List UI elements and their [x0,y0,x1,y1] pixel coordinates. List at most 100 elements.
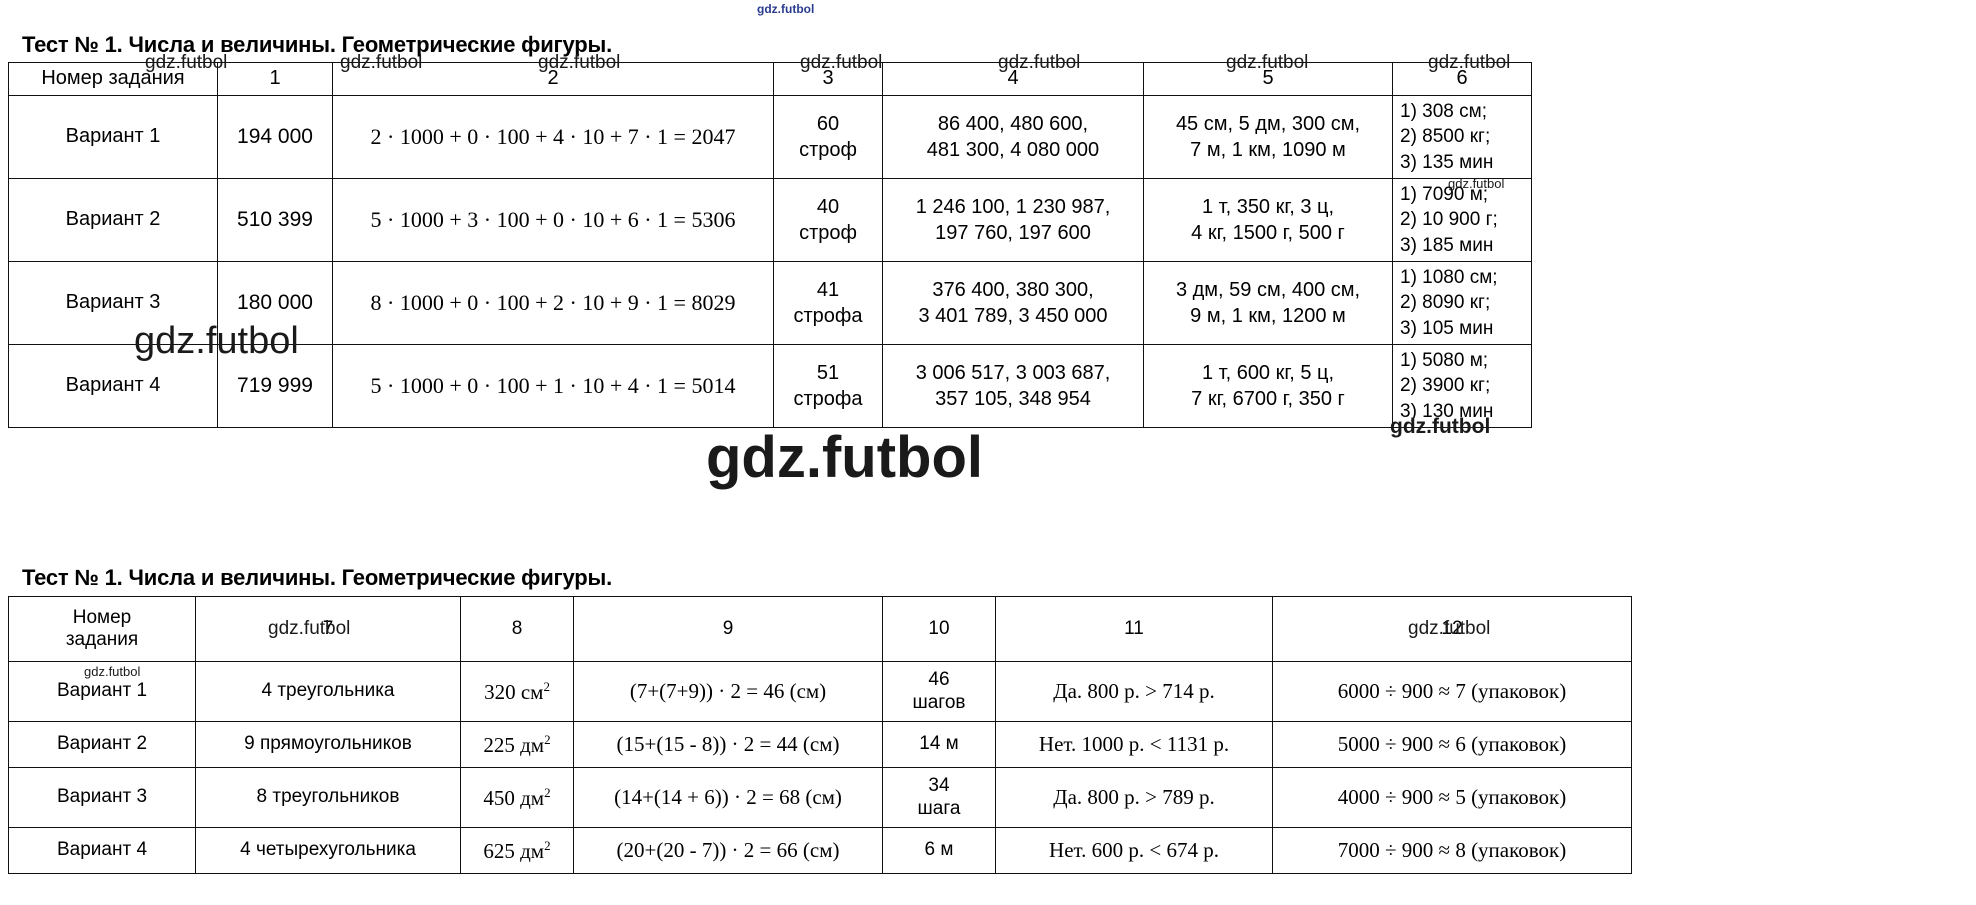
cell-task-7: 4 четырехугольника [195,827,461,874]
cell-task-10-line-1: 34 [928,775,950,797]
cell-task-8-exponent: 2 [544,784,551,800]
cell-task-10-line-2: шага [917,797,961,819]
cell-task-8-value: 225 дм [483,732,545,757]
cell-task-11: Да. 800 р. > 714 р. [995,661,1273,722]
cell-task-5: 1 т, 350 кг, 3 ц, 4 кг, 1500 г, 500 г [1143,178,1393,262]
cell-task-2: 5 · 1000 + 0 · 100 + 1 · 10 + 4 · 1 = 50… [332,344,774,428]
cell-task-5-line-2: 7 м, 1 км, 1090 м [1190,139,1346,161]
watermark-text: gdz.futbol [757,2,815,16]
cell-task-8-value: 450 дм [483,785,545,810]
watermark-text: gdz.futbol [706,425,984,490]
header-cell-3: 3 [773,62,883,96]
cell-task-2: 2 · 1000 + 0 · 100 + 4 · 10 + 7 · 1 = 20… [332,95,774,179]
cell-task-7: 8 треугольников [195,767,461,828]
cell-task-5-line-1: 45 см, 5 дм, 300 см, [1175,113,1361,135]
cell-task-6-line-1: 1) 1080 см; [1400,267,1498,289]
cell-task-8: 625 дм2 [460,827,574,874]
cell-task-6-line-2: 2) 3900 кг; [1400,375,1491,397]
cell-task-6-line-3: 3) 185 мин [1400,234,1494,256]
header-variant-line-2: задания [65,629,139,650]
header-cell-12: 12 [1272,596,1632,662]
cell-task-8: 320 см2 [460,661,574,722]
cell-task-10-line-1: 46 [928,669,950,691]
cell-task-7: 9 прямоугольников [195,721,461,768]
cell-task-3-line-2: строф [799,222,857,244]
cell-task-8-exponent: 2 [543,678,550,694]
cell-task-3-line-1: 51 [816,362,840,384]
cell-task-8: 450 дм2 [460,767,574,828]
cell-task-4-line-2: 197 760, 197 600 [935,222,1091,244]
cell-task-10: 6 м [882,827,996,874]
cell-task-7: 4 треугольника [195,661,461,722]
cell-task-6-line-1: 1) 308 см; [1400,101,1487,123]
cell-variant: Вариант 4 [8,827,196,874]
header-cell-5: 5 [1143,62,1393,96]
header-cell-4: 4 [882,62,1144,96]
cell-task-3-line-2: строфа [793,305,863,327]
answers-table-2: Номер задания 7 8 9 10 11 12 Вариант 1 4… [8,596,1632,874]
cell-task-4: 1 246 100, 1 230 987, 197 760, 197 600 [882,178,1144,262]
answers-table-1: Номер задания 1 2 3 4 5 6 Вариант 1 194 … [8,62,1532,428]
cell-task-3: 60 строф [773,95,883,179]
header-cell-11: 11 [995,596,1273,662]
header-cell-8: 8 [460,596,574,662]
cell-task-12: 4000 ÷ 900 ≈ 5 (упаковок) [1272,767,1632,828]
cell-task-5-line-2: 4 кг, 1500 г, 500 г [1191,222,1345,244]
cell-task-2: 8 · 1000 + 0 · 100 + 2 · 10 + 9 · 1 = 80… [332,261,774,345]
cell-task-4: 376 400, 380 300, 3 401 789, 3 450 000 [882,261,1144,345]
cell-task-4-line-2: 481 300, 4 080 000 [926,139,1100,161]
header-variant-line-1: Номер [72,606,132,628]
cell-task-3: 41 строфа [773,261,883,345]
cell-task-1: 510 399 [217,178,333,262]
header-cell-9: 9 [573,596,883,662]
table-row: Вариант 4 719 999 5 · 1000 + 0 · 100 + 1… [8,344,1532,428]
table-row: Вариант 4 4 четырехугольника 625 дм2 (20… [8,827,1632,874]
cell-task-6-line-1: 1) 5080 м; [1400,350,1489,372]
cell-task-12: 6000 ÷ 900 ≈ 7 (упаковок) [1272,661,1632,722]
cell-task-10-line-1: 6 м [924,839,954,861]
table-row: Вариант 2 510 399 5 · 1000 + 3 · 100 + 0… [8,178,1532,262]
cell-task-6-line-2: 2) 8090 кг; [1400,292,1491,314]
header-cell-variant: Номер задания [8,62,218,96]
cell-task-9: (7+(7+9)) · 2 = 46 (см) [573,661,883,722]
cell-task-3-line-1: 41 [816,279,840,301]
cell-task-8-value: 625 дм [483,838,545,863]
cell-task-3-line-2: строф [799,139,857,161]
cell-task-4: 86 400, 480 600, 481 300, 4 080 000 [882,95,1144,179]
cell-task-12: 5000 ÷ 900 ≈ 6 (упаковок) [1272,721,1632,768]
table-row: Вариант 3 8 треугольников 450 дм2 (14+(1… [8,767,1632,828]
cell-task-10: 14 м [882,721,996,768]
cell-task-5-line-1: 1 т, 600 кг, 5 ц, [1201,362,1335,384]
cell-task-6: 1) 308 см; 2) 8500 кг; 3) 135 мин [1392,95,1532,179]
cell-task-3-line-2: строфа [793,388,863,410]
table-row: Вариант 3 180 000 8 · 1000 + 0 · 100 + 2… [8,261,1532,345]
cell-task-1: 180 000 [217,261,333,345]
cell-task-6: 1) 5080 м; 2) 3900 кг; 3) 130 мин [1392,344,1532,428]
cell-task-4-line-1: 3 006 517, 3 003 687, [915,362,1111,384]
header-cell-10: 10 [882,596,996,662]
cell-task-3-line-1: 40 [816,196,840,218]
cell-task-5-line-1: 3 дм, 59 см, 400 см, [1175,279,1361,301]
cell-task-11: Нет. 1000 р. < 1131 р. [995,721,1273,768]
cell-task-9: (14+(14 + 6)) · 2 = 68 (см) [573,767,883,828]
cell-task-6-line-2: 2) 8500 кг; [1400,126,1491,148]
cell-task-6-line-3: 3) 130 мин [1400,400,1494,422]
header-cell-1: 1 [217,62,333,96]
cell-task-9: (20+(20 - 7)) · 2 = 66 (см) [573,827,883,874]
table-row: Вариант 2 9 прямоугольников 225 дм2 (15+… [8,721,1632,768]
cell-task-11: Нет. 600 р. < 674 р. [995,827,1273,874]
cell-task-4-line-1: 376 400, 380 300, [932,279,1094,301]
cell-task-4-line-1: 1 246 100, 1 230 987, [915,196,1111,218]
cell-task-5-line-2: 7 кг, 6700 г, 350 г [1191,388,1345,410]
header-cell-variant: Номер задания [8,596,196,662]
cell-task-3: 51 строфа [773,344,883,428]
cell-task-10-line-1: 14 м [919,733,959,755]
cell-variant: Вариант 1 [8,95,218,179]
cell-task-5: 1 т, 600 кг, 5 ц, 7 кг, 6700 г, 350 г [1143,344,1393,428]
cell-task-4-line-1: 86 400, 480 600, [937,113,1089,135]
cell-variant: Вариант 2 [8,721,196,768]
cell-task-1: 719 999 [217,344,333,428]
section-2-title: Тест № 1. Числа и величины. Геометрическ… [22,565,613,590]
cell-task-3-line-1: 60 [816,113,840,135]
header-cell-2: 2 [332,62,774,96]
